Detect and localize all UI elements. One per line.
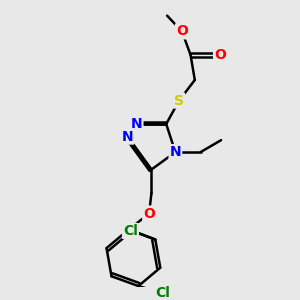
Text: N: N [122,130,133,144]
Text: Cl: Cl [123,224,138,238]
Text: O: O [176,24,188,38]
Text: N: N [131,117,142,131]
Text: O: O [214,48,226,62]
Text: Cl: Cl [155,286,170,300]
Text: N: N [169,145,181,159]
Text: O: O [143,207,155,220]
Text: S: S [174,94,184,108]
